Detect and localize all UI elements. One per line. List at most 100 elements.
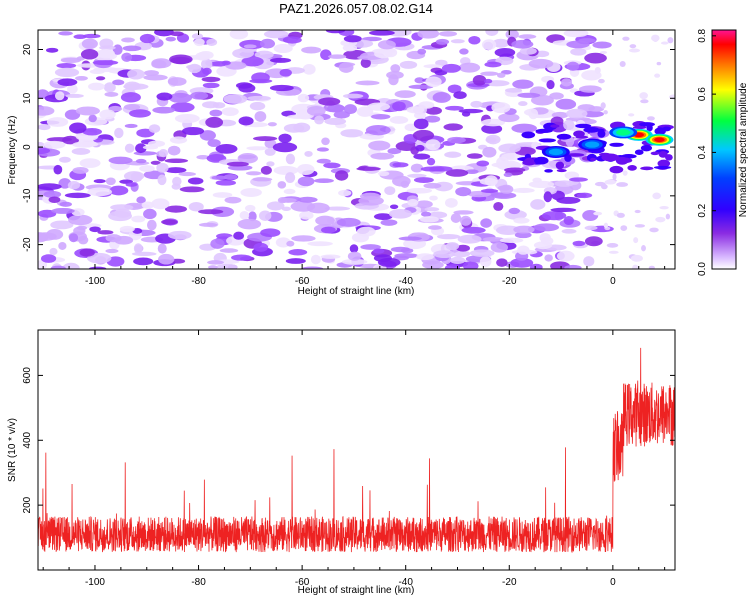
- heat-blob: [338, 62, 354, 73]
- heat-blob: [556, 169, 567, 173]
- heat-blob: [620, 225, 628, 231]
- heat-blob: [634, 224, 646, 228]
- heat-blob: [377, 257, 401, 267]
- heat-blob: [494, 47, 516, 57]
- heat-blob: [67, 180, 81, 190]
- heat-blob: [38, 106, 55, 116]
- y-tick-label: 0: [22, 144, 33, 150]
- heat-blob: [266, 161, 275, 167]
- heat-blob: [546, 80, 555, 90]
- heat-blob: [133, 243, 143, 254]
- x-tick-label: -60: [295, 276, 310, 287]
- heat-blob: [495, 225, 521, 235]
- heat-blob: [157, 243, 167, 254]
- heat-blob: [297, 176, 315, 187]
- heat-blob: [564, 264, 582, 269]
- heat-blob: [632, 125, 647, 130]
- heat-blob: [424, 207, 440, 212]
- heat-blob: [592, 41, 612, 49]
- heat-blob: [659, 206, 669, 210]
- heat-feature: [616, 129, 631, 136]
- heat-blob: [641, 245, 646, 252]
- heat-blob: [377, 40, 396, 50]
- heat-blob: [143, 208, 157, 220]
- heat-blob: [156, 92, 173, 101]
- heat-blob: [99, 109, 116, 120]
- heat-blob: [480, 71, 499, 76]
- heat-blob: [338, 189, 352, 197]
- heat-blob: [211, 175, 228, 180]
- heat-blob: [595, 128, 605, 132]
- heat-blob: [316, 147, 329, 152]
- heat-feature: [584, 141, 600, 148]
- heat-blob: [600, 102, 606, 109]
- heat-blob: [286, 114, 312, 119]
- heat-blob: [202, 67, 212, 75]
- heat-blob: [320, 49, 332, 61]
- heat-blob: [485, 134, 501, 145]
- heat-blob: [491, 102, 511, 114]
- x-tick-label: 0: [610, 276, 616, 287]
- heat-blob: [573, 130, 585, 138]
- heat-blob: [164, 205, 187, 213]
- heat-blob: [388, 209, 412, 219]
- heat-blob: [630, 254, 643, 262]
- heat-blob: [550, 124, 560, 128]
- heat-blob: [425, 139, 441, 151]
- spectrogram-heatmap: [38, 30, 675, 269]
- heat-blob: [313, 178, 334, 184]
- heat-blob: [612, 173, 617, 181]
- heat-blob: [302, 63, 316, 75]
- heat-blob: [360, 57, 371, 69]
- heat-blob: [594, 181, 606, 187]
- heat-blob: [141, 201, 155, 209]
- heat-blob: [215, 179, 236, 186]
- colorbar: 0.0 0.2 0.4 0.6 0.8 Normalized spectral ampl…: [697, 28, 749, 276]
- heat-feature: [654, 137, 665, 143]
- heat-blob: [373, 213, 393, 220]
- heat-blob: [406, 106, 425, 114]
- heat-blob: [233, 231, 245, 240]
- heat-blob: [479, 256, 492, 268]
- heat-blob: [174, 113, 200, 124]
- y-tick-label: 400: [22, 431, 33, 448]
- snr-x-ticks: -100 -80 -60 -40 -20 0: [42, 330, 666, 588]
- heat-blob: [97, 48, 115, 59]
- heat-blob: [356, 106, 374, 117]
- heat-blob: [480, 188, 499, 193]
- heat-blob: [390, 246, 411, 253]
- heat-blob: [202, 82, 220, 89]
- heat-blob: [512, 79, 534, 89]
- heat-blob: [518, 101, 528, 107]
- heat-blob: [143, 70, 160, 76]
- heat-blob: [632, 264, 639, 269]
- heat-blob: [513, 225, 535, 234]
- heat-blob: [49, 247, 58, 256]
- heat-blob: [78, 235, 89, 245]
- heat-blob: [223, 94, 248, 104]
- heat-blob: [544, 254, 553, 262]
- heat-blob: [114, 208, 132, 218]
- y-tick-label: 20: [22, 44, 33, 56]
- heat-blob: [441, 63, 461, 73]
- heat-blob: [301, 46, 322, 54]
- heat-blob: [528, 180, 555, 189]
- heat-blob: [389, 116, 409, 124]
- heat-blob: [413, 118, 429, 130]
- heat-blob: [417, 30, 440, 39]
- heat-blob: [201, 58, 213, 70]
- heat-blob: [273, 165, 299, 175]
- heat-blob: [67, 84, 78, 94]
- heat-blob: [447, 136, 466, 144]
- heat-blob: [413, 177, 434, 183]
- heat-blob: [108, 105, 123, 112]
- heat-blob: [124, 81, 141, 91]
- heat-blob: [528, 58, 554, 69]
- heat-blob: [408, 84, 434, 90]
- heat-blob: [127, 68, 145, 80]
- heat-blob: [264, 147, 276, 156]
- heat-blob: [517, 92, 541, 98]
- heat-blob: [198, 209, 224, 215]
- heat-blob: [512, 187, 535, 194]
